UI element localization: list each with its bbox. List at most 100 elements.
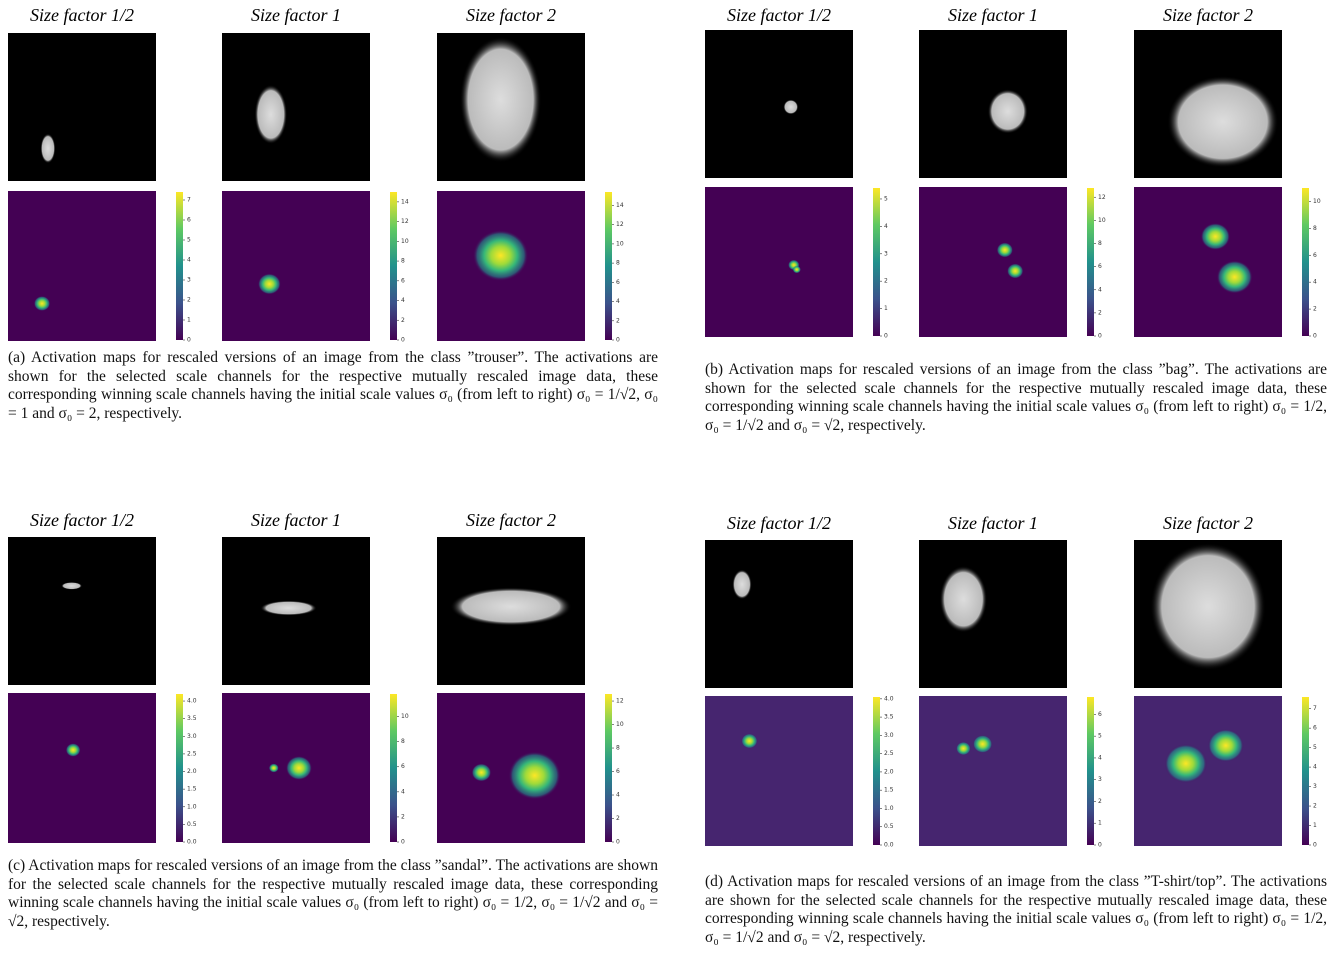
activation-blob [508,751,561,800]
column-title: Size factor 1 [948,513,1038,533]
colorbar-tick-label: 4 [616,298,620,305]
colorbar-tick-label: 8 [401,738,405,745]
colorbar-tick-label: 2 [616,815,620,822]
clothing-item [260,600,317,616]
colorbar [1302,188,1309,336]
colorbar-tick-label: 12 [401,218,409,225]
colorbar-tick-label: 2 [187,297,191,304]
colorbar-tick-label: 3 [1098,776,1102,783]
activation-blob [741,733,758,749]
colorbar-tick-label: 6 [1313,725,1317,732]
colorbar-tick-label: 6 [616,768,620,775]
colorbar-tick-label: 2.0 [884,768,894,775]
colorbar-tick-label: 5 [1098,733,1102,740]
colorbar-tick-label: 4 [884,223,888,230]
activation-blob [1164,744,1207,783]
colorbar-tick-label: 6 [1313,252,1317,259]
colorbar-tick-label: 4.0 [884,695,894,702]
activation-blob [471,763,492,782]
caption: (d) Activation maps for rescaled version… [705,873,1327,946]
activation-map [222,191,370,341]
colorbar-tick-label: 8 [1098,240,1102,247]
input-image [8,33,156,181]
colorbar-tick-label: 1 [884,305,888,312]
column-title: Size factor 1/2 [727,5,831,25]
colorbar [605,192,612,340]
colorbar-tick-label: 0 [1313,842,1317,849]
colorbar-tick-label: 10 [1313,198,1321,205]
colorbar-tick-label: 0 [1098,333,1102,340]
colorbar-tick-label: 7 [187,197,191,204]
activation-blob [956,741,971,756]
colorbar-tick-label: 10 [1098,217,1106,224]
colorbar-tick-label: 10 [616,240,624,247]
colorbar-tick-label: 2 [1098,798,1102,805]
colorbar-tick-label: 0 [616,337,620,344]
colorbar-tick-label: 0.5 [187,821,197,828]
clothing-item [732,569,752,600]
clothing-item [939,565,988,633]
colorbar [176,694,183,842]
colorbar-tick-label: 6 [1098,711,1102,718]
column-title: Size factor 2 [1163,513,1253,533]
colorbar-tick-label: 4 [1313,279,1317,286]
clothing-item [61,582,82,590]
colorbar-tick-label: 4 [1098,286,1102,293]
column-title: Size factor 1/2 [30,5,134,25]
activation-blob [285,756,312,780]
input-image [919,540,1067,688]
clothing-item [40,133,56,164]
colorbar-tick-label: 3 [884,250,888,257]
colorbar-tick-label: 6 [401,277,405,284]
colorbar-tick-label: 7 [1313,705,1317,712]
activation-map [919,187,1067,337]
colorbar [390,694,397,842]
colorbar-tick-label: 3.5 [884,714,894,721]
colorbar-tick-label: 14 [616,202,624,209]
colorbar-tick-label: 0 [1313,333,1317,340]
colorbar-tick-label: 4 [616,792,620,799]
colorbar-tick-label: 2 [401,317,405,324]
column-title: Size factor 1 [251,5,341,25]
column-title: Size factor 2 [466,5,556,25]
colorbar [873,188,880,336]
colorbar-tick-label: 12 [616,221,624,228]
colorbar-tick-label: 2.5 [187,750,197,757]
clothing-item [254,84,288,144]
colorbar-tick-label: 1 [187,317,191,324]
clothing-item [1167,75,1279,168]
activation-blob [33,296,51,311]
colorbar [1302,697,1309,845]
colorbar [390,192,397,340]
caption: (b) Activation maps for rescaled version… [705,361,1327,434]
input-image [8,537,156,685]
colorbar-tick-label: 4 [401,297,405,304]
clothing-item [783,99,799,115]
activation-blob [1207,729,1244,762]
colorbar-tick-label: 10 [401,713,409,720]
caption: (a) Activation maps for rescaled version… [8,349,658,422]
colorbar-tick-label: 10 [616,721,624,728]
colorbar-tick-label: 4 [1098,754,1102,761]
colorbar-tick-label: 2 [1313,306,1317,313]
colorbar-tick-label: 3 [187,277,191,284]
colorbar-tick-label: 6 [187,217,191,224]
colorbar-tick-label: 0 [616,839,620,846]
colorbar-tick-label: 4 [187,257,191,264]
colorbar-tick-label: 1.5 [187,786,197,793]
colorbar-tick-label: 3.0 [884,732,894,739]
colorbar-tick-label: 12 [1098,194,1106,201]
colorbar-tick-label: 4 [1313,764,1317,771]
colorbar-tick-label: 2.5 [884,750,894,757]
colorbar-tick-label: 4 [401,788,405,795]
colorbar-tick-label: 8 [1313,225,1317,232]
colorbar-tick-label: 2 [1313,803,1317,810]
colorbar-tick-label: 5 [1313,744,1317,751]
activation-blob [1216,260,1253,294]
activation-map [919,696,1067,846]
activation-map [1134,696,1282,846]
activation-blob [792,265,801,274]
colorbar-tick-label: 2 [401,813,405,820]
colorbar-tick-label: 2 [884,278,888,285]
